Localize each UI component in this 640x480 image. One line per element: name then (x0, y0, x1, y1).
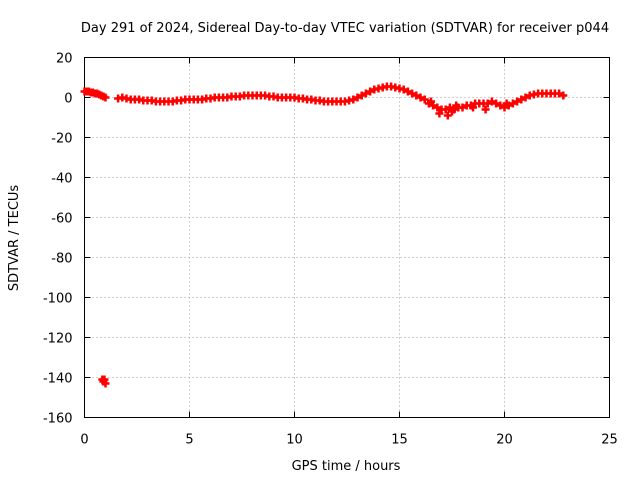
data-point (517, 95, 526, 104)
grid (84, 57, 610, 418)
data-point (513, 97, 522, 106)
data-point (412, 91, 421, 100)
x-tick-label: 25 (601, 433, 618, 448)
x-tick-label: 5 (185, 433, 193, 448)
data-point (357, 91, 366, 100)
chart-title: Day 291 of 2024, Sidereal Day-to-day VTE… (81, 21, 609, 36)
data-point (408, 89, 417, 98)
y-tick-label: -20 (51, 132, 72, 147)
data-point (361, 89, 370, 98)
y-tick-label: -60 (51, 212, 72, 227)
data-point (448, 107, 456, 116)
y-tick-label: -80 (51, 252, 72, 267)
plot-frame (84, 57, 610, 418)
data-point (521, 93, 530, 102)
data-point (452, 101, 461, 110)
data-point (427, 97, 435, 106)
data-point (492, 99, 501, 108)
data-point (433, 103, 442, 112)
y-tick-label: -120 (43, 332, 73, 347)
y-tick-label: 0 (64, 92, 72, 107)
x-tick-label: 0 (80, 433, 88, 448)
data-point (443, 111, 452, 120)
y-tick-label: -100 (43, 292, 73, 307)
data-series (80, 82, 568, 388)
data-point (353, 93, 362, 102)
data-point (496, 101, 505, 110)
x-tick-label: 20 (496, 433, 513, 448)
data-point (366, 87, 375, 96)
y-tick-label: -160 (43, 412, 73, 427)
x-tick-label: 15 (391, 433, 408, 448)
y-axis: 20 0 -20 -40 -60 -80 -100 -120 -140 -160 (43, 52, 610, 427)
data-point (349, 95, 358, 104)
y-tick-label: -40 (51, 172, 72, 187)
data-point (399, 85, 408, 94)
data-point (435, 109, 444, 118)
data-point (441, 105, 450, 114)
x-axis-label: GPS time / hours (292, 459, 401, 474)
y-tick-label: -140 (43, 372, 73, 387)
data-point (469, 103, 477, 112)
data-point (420, 95, 429, 104)
data-point (416, 93, 425, 102)
data-point (502, 99, 511, 108)
data-point (555, 89, 564, 98)
x-tick-label: 10 (286, 433, 303, 448)
x-axis: 0 5 10 15 20 25 (80, 57, 618, 448)
data-point (559, 91, 568, 100)
data-point (483, 99, 492, 108)
data-point (458, 103, 467, 112)
data-point (487, 97, 496, 106)
data-point (101, 379, 110, 388)
data-point (101, 93, 110, 102)
y-tick-label: 20 (56, 52, 73, 67)
data-point (403, 87, 412, 96)
y-axis-label: SDTVAR / TECUs (7, 185, 22, 292)
data-point (481, 105, 490, 114)
